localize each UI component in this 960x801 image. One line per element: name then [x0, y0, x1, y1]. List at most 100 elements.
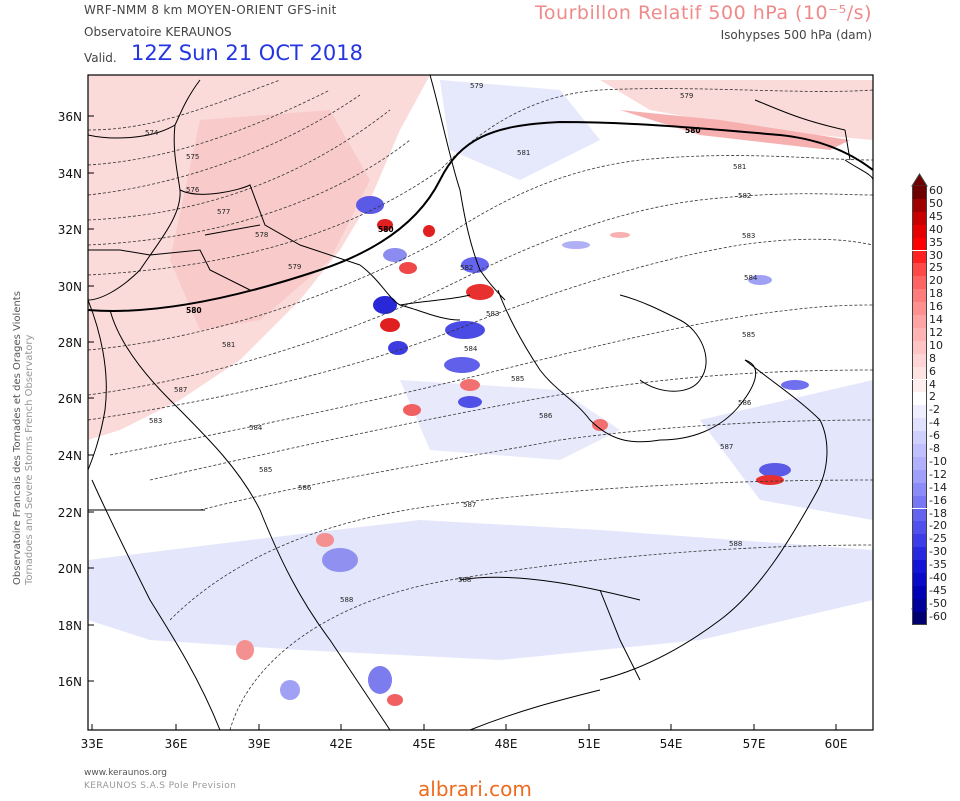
legend-swatch — [912, 534, 927, 548]
border — [204, 224, 261, 236]
legend-label: -40 — [929, 571, 947, 584]
pos-vort-cell — [610, 232, 630, 238]
pos-vort-cell — [380, 318, 400, 332]
lon-label: 45E — [413, 737, 436, 751]
lon-label: 51E — [578, 737, 601, 751]
neg-vort-area — [440, 80, 600, 180]
isohypse-line — [88, 79, 281, 131]
pos-vort-cell — [756, 475, 784, 485]
pos-vort-cell — [466, 284, 494, 300]
iso-label: 587 — [174, 386, 187, 394]
legend-label: -50 — [929, 596, 947, 610]
neg-vort-cell — [444, 357, 480, 373]
isohypse-line — [88, 238, 873, 421]
legend-swatch — [912, 250, 927, 264]
legend-label: -10 — [929, 454, 947, 468]
neg-vort-cell — [356, 196, 384, 214]
lat-label: 18N — [58, 619, 82, 633]
iso-label: 584 — [464, 345, 478, 353]
legend-label: 30 — [929, 248, 943, 262]
lat-label: 16N — [58, 675, 82, 689]
iso-label: 581 — [517, 149, 530, 157]
isohypse-labels: 574 575 576 577 578 579 579 579 580 580 … — [145, 82, 758, 604]
border — [459, 576, 641, 601]
valid-date: 12Z Sun 21 OCT 2018 — [131, 41, 363, 65]
pos-vort-cell — [236, 640, 254, 660]
legend-label: -20 — [929, 519, 947, 533]
iso-label: 574 — [145, 129, 159, 137]
isohypse-line — [229, 544, 873, 730]
pos-vort-cell — [403, 404, 421, 416]
legend-label: 35 — [929, 235, 943, 249]
legend-swatch — [912, 585, 927, 599]
legend-label: 50 — [929, 196, 943, 210]
legend-label: 8 — [929, 351, 936, 365]
iso-label: 577 — [217, 208, 230, 216]
lon-label: 36E — [165, 737, 188, 751]
model-info: WRF-NMM 8 km MOYEN-ORIENT GFS-init — [84, 3, 337, 17]
isohypse-line — [149, 369, 873, 481]
isohypse-line — [169, 479, 873, 621]
neg-vort-area — [700, 380, 873, 520]
legend-swatch — [912, 547, 927, 561]
coastline — [88, 124, 181, 301]
legend-swatch — [912, 456, 927, 470]
neg-vort-cell — [373, 296, 397, 314]
isohypse-line — [88, 193, 873, 396]
lat-label: 22N — [58, 506, 82, 520]
legend-label: 2 — [929, 390, 936, 404]
border — [599, 589, 641, 681]
border — [88, 249, 251, 291]
legend-swatch — [912, 611, 927, 625]
legend-label: 45 — [929, 209, 943, 223]
iso-label: 588 — [458, 576, 471, 584]
isohypse-line — [88, 109, 391, 221]
legend-label: -35 — [929, 558, 947, 572]
coastline — [109, 309, 391, 730]
legend-swatch — [912, 340, 927, 354]
legend-label: -60 — [929, 609, 947, 623]
iso-label: 584 — [744, 274, 758, 282]
legend-swatch — [912, 237, 927, 251]
iso-label: 586 — [539, 412, 553, 420]
border — [844, 129, 851, 161]
neg-vort-cell — [280, 680, 300, 700]
legend-label: -25 — [929, 532, 947, 546]
legend-label: 25 — [929, 261, 943, 275]
iso-label: 583 — [742, 232, 755, 240]
legend-swatch — [912, 418, 927, 432]
footer-company: KERAUNOS S.A.S Pole Prevision — [84, 781, 237, 791]
legend-swatch — [912, 560, 927, 573]
neg-vort-cell — [759, 463, 791, 477]
iso-label: 586 — [298, 484, 312, 492]
lat-label: 20N — [58, 562, 82, 576]
border — [429, 75, 506, 301]
isohypse-line — [199, 419, 873, 511]
legend-swatch — [912, 366, 927, 380]
legend-swatch — [912, 482, 927, 496]
iso-label: 578 — [255, 231, 268, 239]
iso-label: 586 — [738, 399, 752, 407]
legend-swatch — [912, 289, 927, 303]
lat-label: 36N — [58, 110, 82, 124]
lat-label: 28N — [58, 336, 82, 350]
neg-vort-cell — [458, 396, 482, 408]
pos-vort-cell — [423, 225, 435, 237]
legend-swatch — [912, 444, 927, 457]
iso-label: 581 — [222, 341, 235, 349]
iso-label: 575 — [186, 153, 199, 161]
lat-label: 34N — [58, 167, 82, 181]
isohypse-line — [88, 88, 873, 276]
iso-label: 576 — [186, 186, 200, 194]
iso-label: 579 — [470, 82, 483, 90]
lon-label: 57E — [743, 737, 766, 751]
lon-label: 54E — [660, 737, 683, 751]
legend-label: -14 — [929, 480, 947, 494]
legend-swatch — [912, 224, 927, 238]
iso-label: 582 — [738, 192, 751, 200]
legend-swatch — [912, 392, 927, 406]
isohypse-line — [88, 89, 331, 166]
lat-label: 24N — [58, 449, 82, 463]
lon-label: 42E — [330, 737, 353, 751]
